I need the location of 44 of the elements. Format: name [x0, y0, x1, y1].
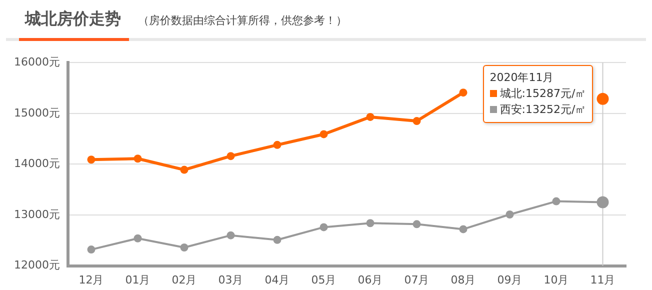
point: [273, 140, 282, 149]
chart-title: 城北房价走势: [19, 9, 129, 41]
point: [134, 234, 142, 242]
chart-subtitle: （房价数据由综合计算所得，供您参考！）: [138, 13, 347, 28]
x-tick-label: 04月: [264, 273, 290, 286]
point: [320, 130, 328, 138]
legend-label: 城北: [500, 86, 522, 100]
point: [412, 220, 421, 228]
annotation: 2020年11月: [490, 70, 555, 86]
x-tick-label: 03月: [218, 273, 244, 286]
y-tick-label: 16000元: [14, 55, 60, 68]
annotation: :15287元/㎡: [522, 86, 586, 100]
point: [180, 244, 188, 252]
point: [226, 231, 235, 240]
point: [459, 88, 468, 97]
x-tick-label: 11月: [590, 273, 616, 286]
x-tick-label: 10月: [544, 273, 569, 286]
x-tick-label: 12月: [78, 273, 104, 286]
x-tick-label: 05月: [311, 273, 336, 286]
point: [180, 166, 188, 174]
y-tick-label: 12000元: [14, 258, 60, 272]
point: [320, 223, 328, 232]
point: [506, 210, 514, 218]
legend-label: 西安: [500, 102, 522, 116]
x-tick-label: 07月: [404, 273, 430, 286]
y-tick-label: 15000元: [14, 106, 60, 120]
point: [412, 117, 421, 126]
point: [366, 219, 374, 228]
point: [226, 152, 235, 160]
y-tick-label: 14000元: [14, 157, 60, 170]
point: [552, 197, 560, 206]
point: [273, 236, 282, 244]
y-tick-label: 13000元: [14, 208, 60, 221]
point: [366, 112, 374, 121]
x-tick-label: 06月: [358, 273, 383, 286]
point: [87, 156, 96, 164]
annotation: :13252元/㎡: [522, 102, 586, 116]
x-tick-label: 09月: [497, 273, 522, 286]
x-tick-label: 02月: [172, 273, 197, 286]
point: [134, 154, 142, 163]
x-tick-label: 01月: [125, 273, 150, 286]
point: [87, 246, 96, 254]
point: [459, 225, 468, 234]
x-tick-label: 08月: [450, 273, 476, 286]
